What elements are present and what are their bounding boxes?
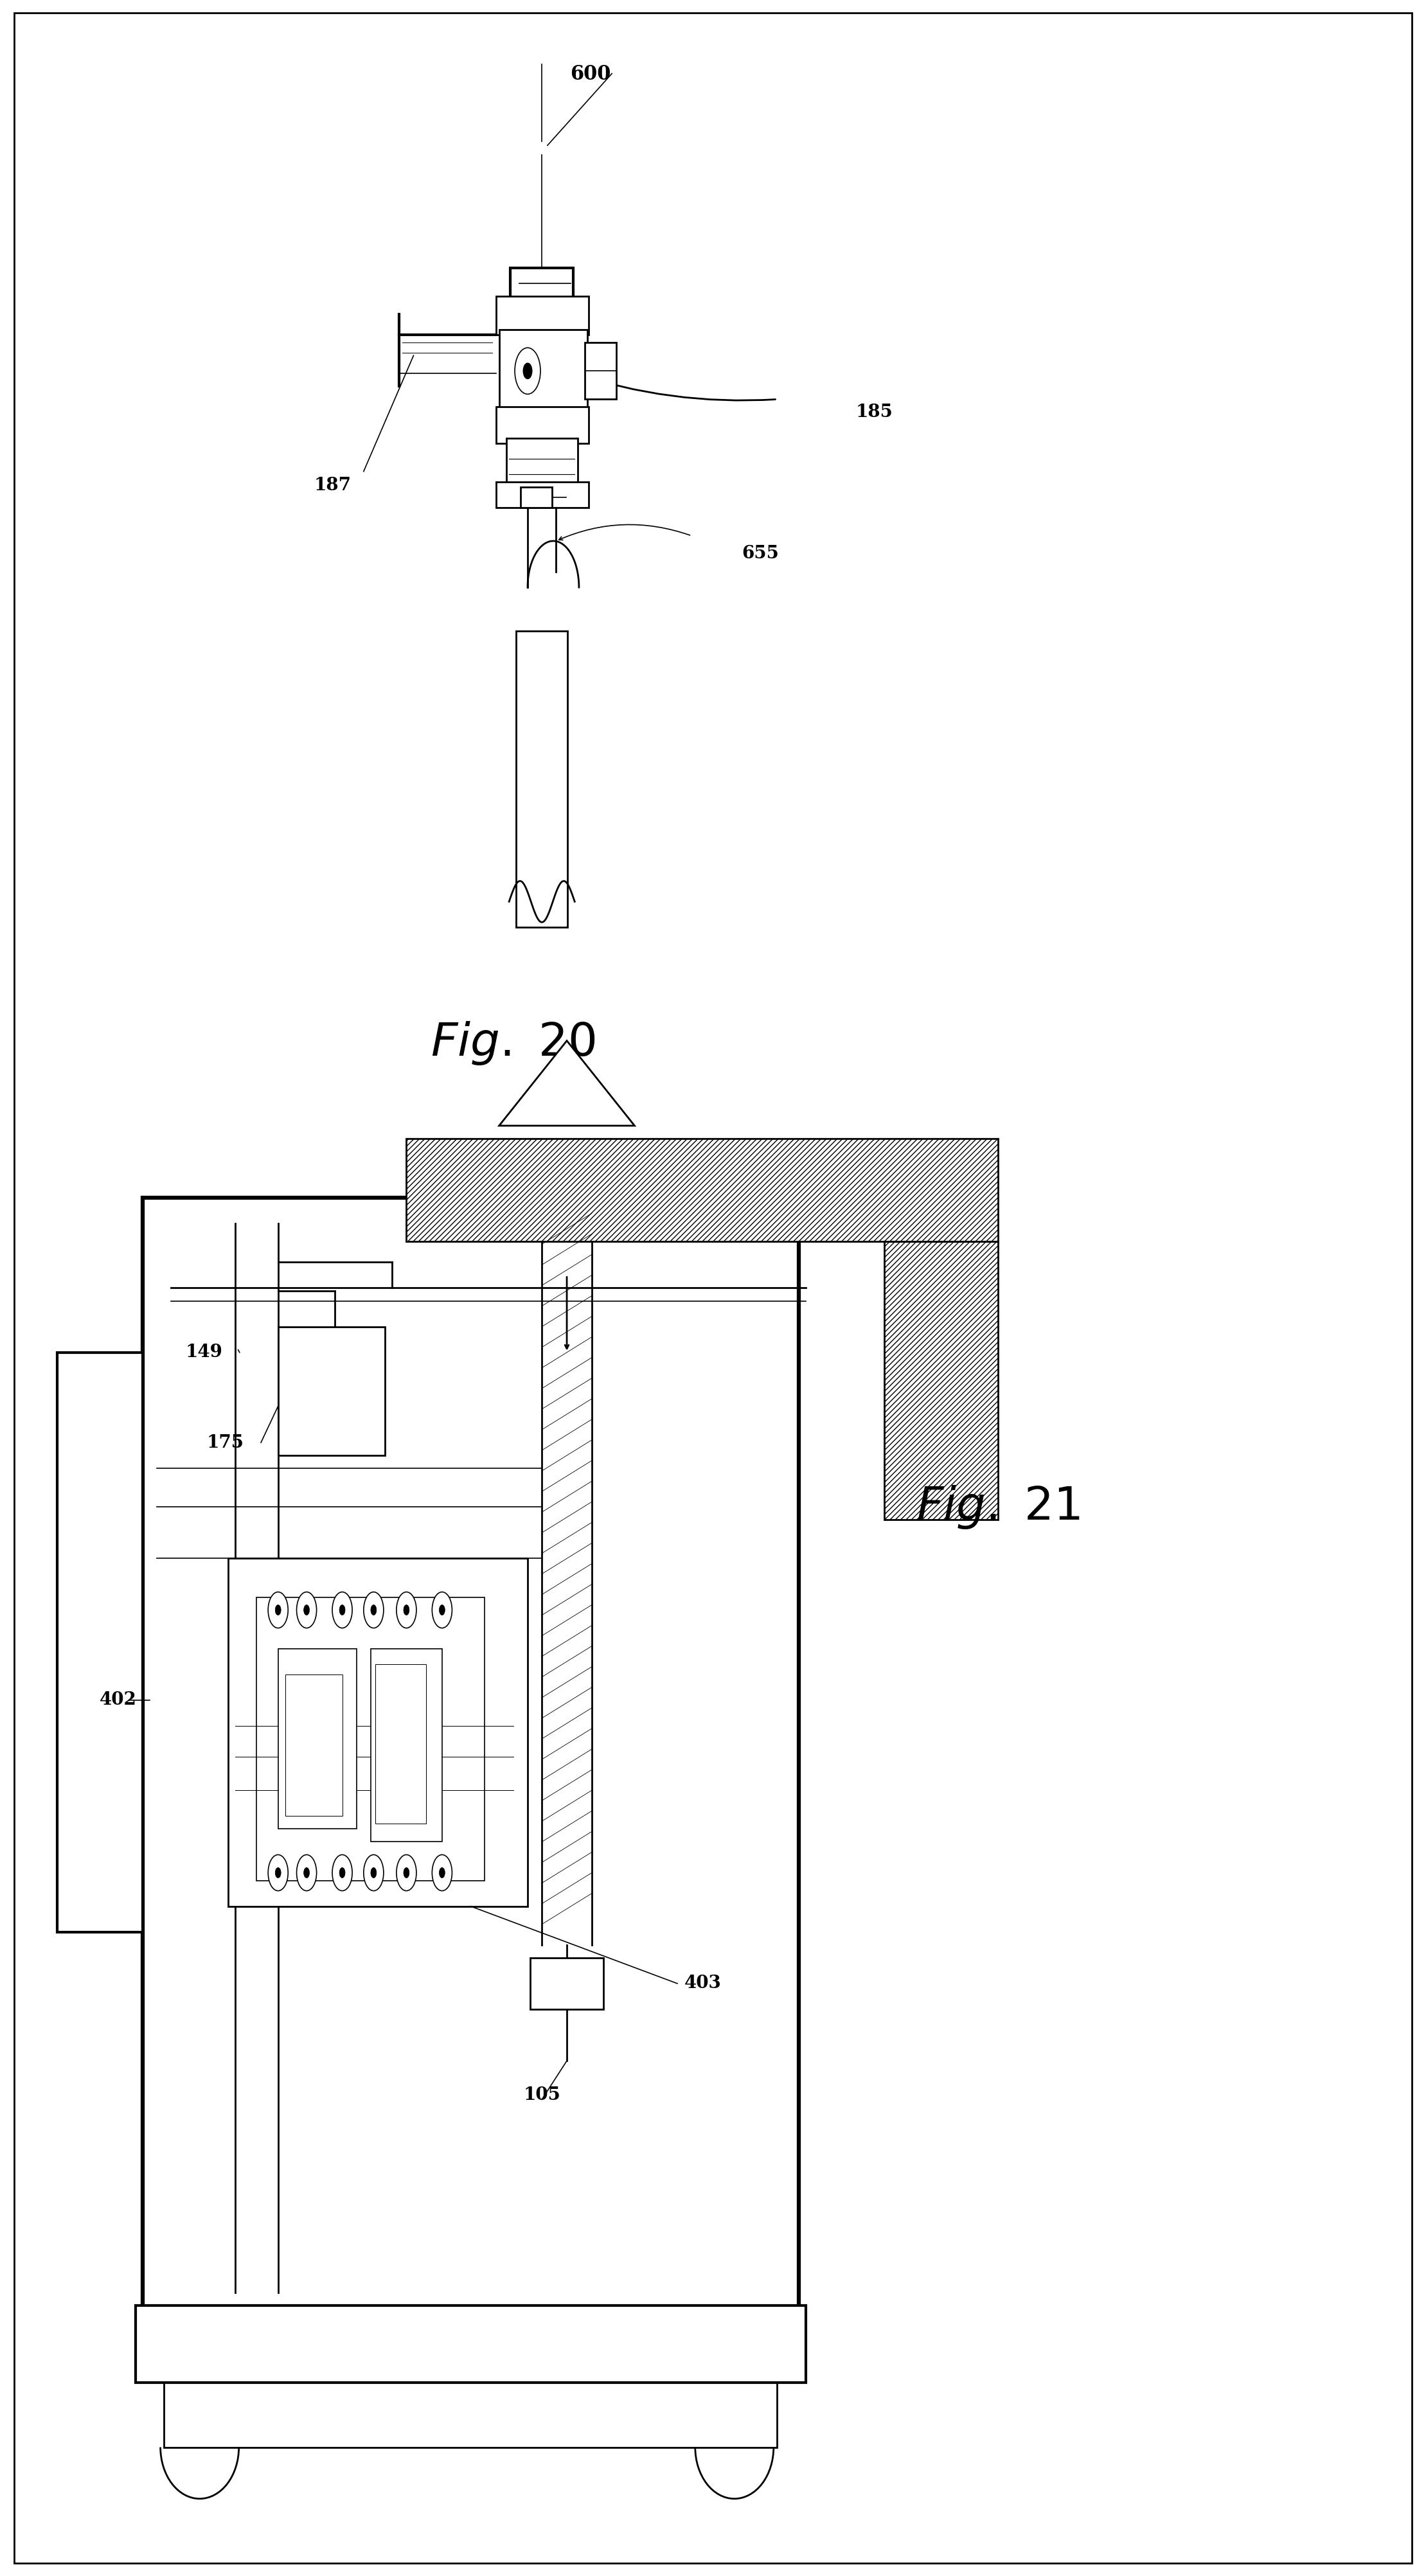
Bar [530, 1958, 603, 2009]
Polygon shape [499, 1041, 635, 1126]
Text: 185: 185 [856, 404, 893, 420]
Text: $\mathit{Fig.\ 20}$: $\mathit{Fig.\ 20}$ [431, 1020, 596, 1066]
Text: 403: 403 [684, 1976, 722, 1991]
Circle shape [515, 348, 540, 394]
Circle shape [523, 363, 532, 379]
Text: 105: 105 [523, 2087, 560, 2105]
Text: 187: 187 [314, 477, 351, 495]
Circle shape [332, 1592, 352, 1628]
Circle shape [275, 1605, 281, 1615]
Text: $\mathit{Fig.\ 21}$: $\mathit{Fig.\ 21}$ [915, 1484, 1081, 1530]
Bar [884, 1242, 998, 1520]
Bar [228, 1558, 528, 1906]
Text: 149: 149 [185, 1345, 222, 1360]
Text: 175: 175 [207, 1435, 244, 1450]
Circle shape [339, 1868, 345, 1878]
Circle shape [439, 1868, 445, 1878]
Bar [371, 1649, 442, 1842]
Circle shape [439, 1605, 445, 1615]
Bar [506, 438, 578, 489]
Bar [496, 407, 589, 443]
Circle shape [297, 1855, 317, 1891]
Bar [375, 1664, 426, 1824]
Circle shape [304, 1868, 309, 1878]
Circle shape [268, 1855, 288, 1891]
Bar [516, 631, 568, 927]
Circle shape [268, 1592, 288, 1628]
Circle shape [371, 1605, 376, 1615]
Bar [520, 487, 552, 507]
Text: 402: 402 [100, 1692, 137, 1708]
Circle shape [404, 1868, 409, 1878]
Bar [585, 343, 616, 399]
Circle shape [396, 1855, 416, 1891]
Text: 600: 600 [570, 64, 612, 85]
Circle shape [371, 1868, 376, 1878]
Bar [406, 1139, 998, 1242]
Bar [57, 1352, 143, 1932]
Bar [135, 2306, 806, 2383]
Bar [511, 268, 573, 299]
Circle shape [297, 1592, 317, 1628]
Circle shape [396, 1592, 416, 1628]
Circle shape [404, 1605, 409, 1615]
Bar [496, 296, 589, 335]
Circle shape [304, 1605, 309, 1615]
Bar [499, 330, 588, 412]
Circle shape [339, 1605, 345, 1615]
Circle shape [364, 1592, 384, 1628]
Bar [257, 1597, 485, 1880]
Bar [164, 2375, 777, 2447]
Bar [285, 1674, 342, 1816]
Circle shape [364, 1855, 384, 1891]
Bar [278, 1649, 356, 1829]
Text: 655: 655 [742, 546, 779, 562]
Bar [496, 482, 589, 507]
Circle shape [332, 1855, 352, 1891]
Bar [143, 1198, 799, 2318]
Circle shape [275, 1868, 281, 1878]
Circle shape [432, 1855, 452, 1891]
Bar [278, 1327, 385, 1455]
Circle shape [432, 1592, 452, 1628]
